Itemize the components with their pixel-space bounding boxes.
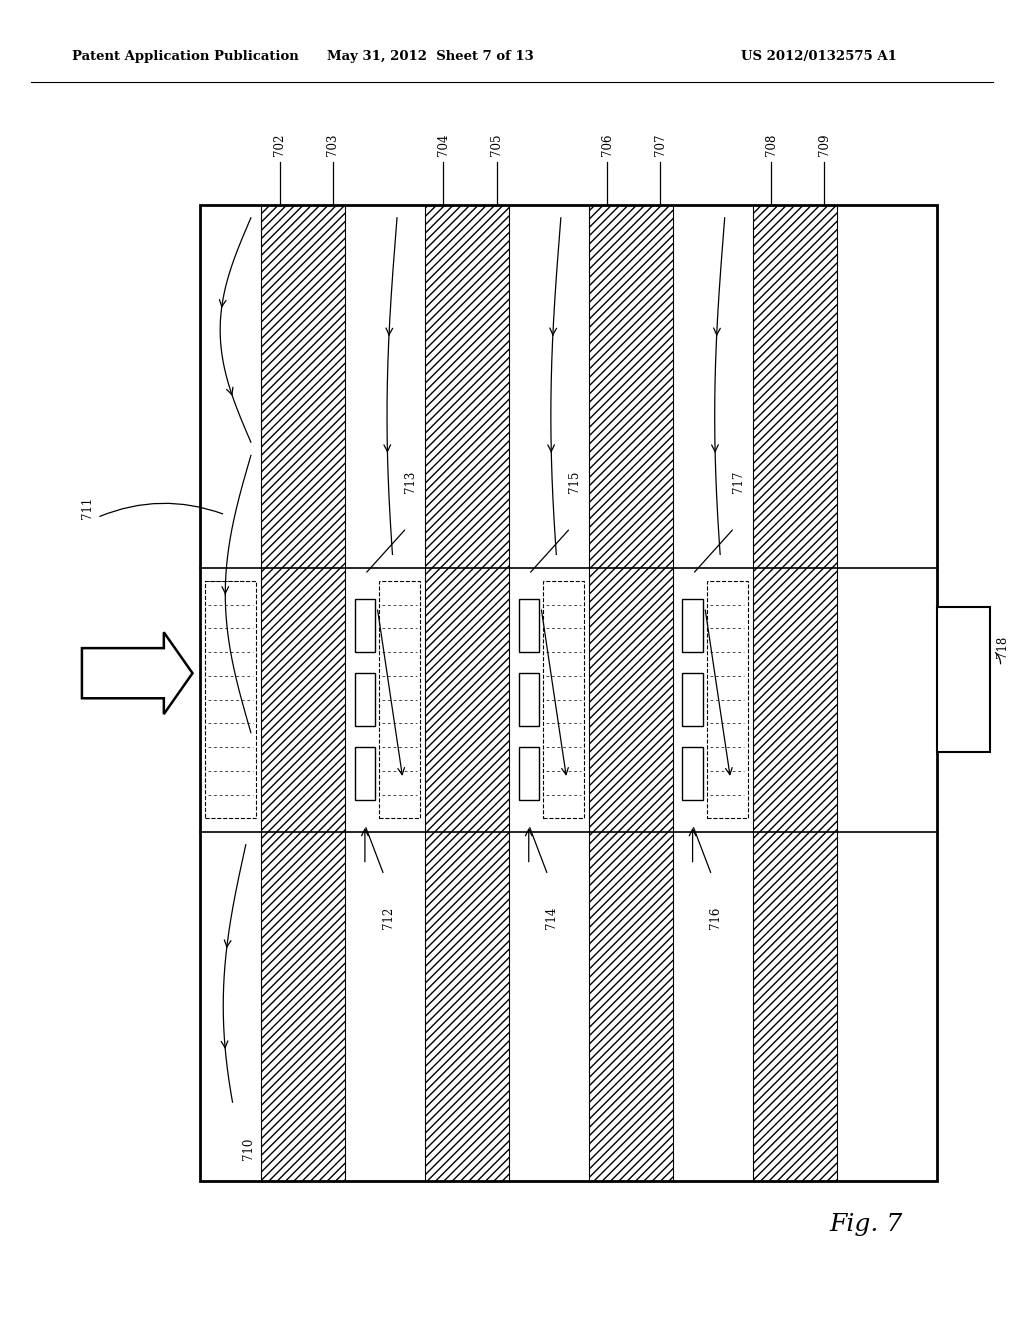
Text: May 31, 2012  Sheet 7 of 13: May 31, 2012 Sheet 7 of 13: [327, 50, 534, 63]
Text: 713: 713: [404, 471, 417, 492]
Bar: [937, 607, 990, 752]
Bar: [682, 599, 702, 652]
Text: 709: 709: [818, 133, 830, 156]
Text: 714: 714: [546, 907, 558, 928]
Text: Fig. 7: Fig. 7: [829, 1213, 903, 1237]
Text: Patent Application Publication: Patent Application Publication: [72, 50, 298, 63]
Bar: [543, 581, 584, 818]
Bar: [200, 205, 937, 1181]
Text: 715: 715: [568, 471, 581, 492]
Bar: [753, 205, 837, 1181]
Text: 707: 707: [654, 133, 667, 156]
Text: US 2012/0132575 A1: US 2012/0132575 A1: [741, 50, 897, 63]
Bar: [518, 747, 539, 800]
Text: 712: 712: [382, 907, 394, 928]
Text: 706: 706: [601, 133, 613, 156]
Text: 708: 708: [765, 133, 777, 156]
Bar: [707, 581, 748, 818]
Bar: [518, 599, 539, 652]
Bar: [261, 205, 345, 1181]
Bar: [518, 673, 539, 726]
Text: 702: 702: [273, 133, 286, 156]
Text: 705: 705: [490, 133, 503, 156]
Text: 704: 704: [437, 133, 450, 156]
Text: 710: 710: [243, 1138, 255, 1159]
FancyArrow shape: [82, 632, 193, 714]
Text: 717: 717: [732, 471, 744, 492]
Text: 716: 716: [710, 907, 722, 928]
Bar: [425, 205, 509, 1181]
Bar: [354, 747, 375, 800]
Bar: [379, 581, 420, 818]
Bar: [682, 673, 702, 726]
Bar: [354, 673, 375, 726]
Text: 711: 711: [81, 498, 93, 519]
Bar: [354, 599, 375, 652]
Bar: [205, 581, 256, 818]
Text: 718: 718: [996, 636, 1009, 657]
Bar: [682, 747, 702, 800]
Bar: [589, 205, 673, 1181]
Text: 703: 703: [327, 133, 339, 156]
